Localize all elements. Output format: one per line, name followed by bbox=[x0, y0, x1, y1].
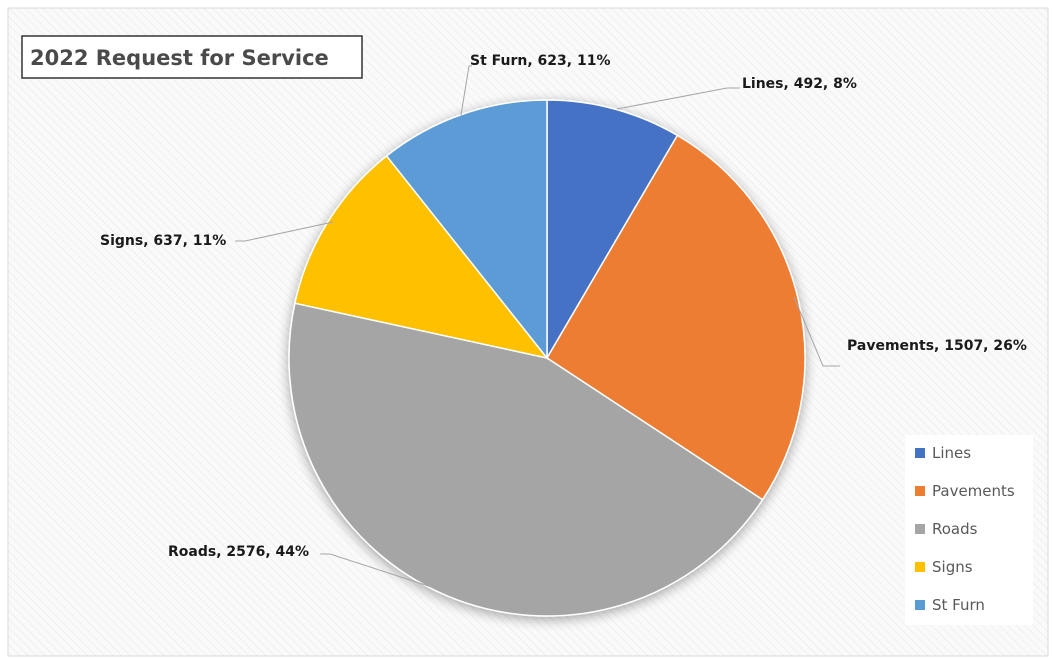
pie-slices bbox=[288, 99, 806, 617]
pie-slice-roads bbox=[288, 302, 764, 617]
leader-line-roads bbox=[320, 553, 454, 595]
leader-lines bbox=[235, 65, 840, 595]
pie-slice-lines bbox=[546, 99, 679, 361]
leader-line-signs bbox=[235, 221, 334, 242]
legend-swatch-roads bbox=[915, 524, 925, 534]
legend-label-signs: Signs bbox=[932, 558, 973, 576]
data-labels: Lines, 492, 8% Pavements, 1507, 26% Roads,… bbox=[100, 53, 1027, 560]
legend-swatch-signs bbox=[915, 562, 925, 572]
chart-title: 2022 Request for Service bbox=[30, 46, 329, 70]
legend-swatch-lines bbox=[915, 448, 925, 458]
legend-label-lines: Lines bbox=[932, 444, 971, 462]
leader-line-pavements bbox=[793, 296, 840, 367]
data-label-roads: Roads, 2576, 44% bbox=[168, 544, 309, 560]
legend-box bbox=[905, 435, 1033, 625]
data-label-st-furn: St Furn, 623, 11% bbox=[470, 53, 610, 69]
legend-swatch-pavements bbox=[915, 486, 925, 496]
pie-slice-pavements bbox=[545, 134, 806, 501]
data-label-signs: Signs, 637, 11% bbox=[100, 233, 226, 249]
leader-line-st-furn bbox=[460, 65, 472, 116]
title-box: 2022 Request for Service bbox=[21, 35, 363, 79]
data-label-pavements: Pavements, 1507, 26% bbox=[847, 338, 1027, 354]
legend: Lines Pavements Roads Signs St Furn bbox=[905, 435, 1033, 625]
legend-label-roads: Roads bbox=[932, 520, 978, 538]
pie-slice-signs bbox=[293, 154, 549, 360]
data-label-lines: Lines, 492, 8% bbox=[742, 76, 857, 92]
legend-label-st-furn: St Furn bbox=[932, 596, 985, 614]
pie-slice-st-furn bbox=[385, 99, 548, 361]
legend-label-pavements: Pavements bbox=[932, 482, 1015, 500]
legend-swatch-st-furn bbox=[915, 600, 925, 610]
leader-line-lines bbox=[616, 87, 740, 110]
